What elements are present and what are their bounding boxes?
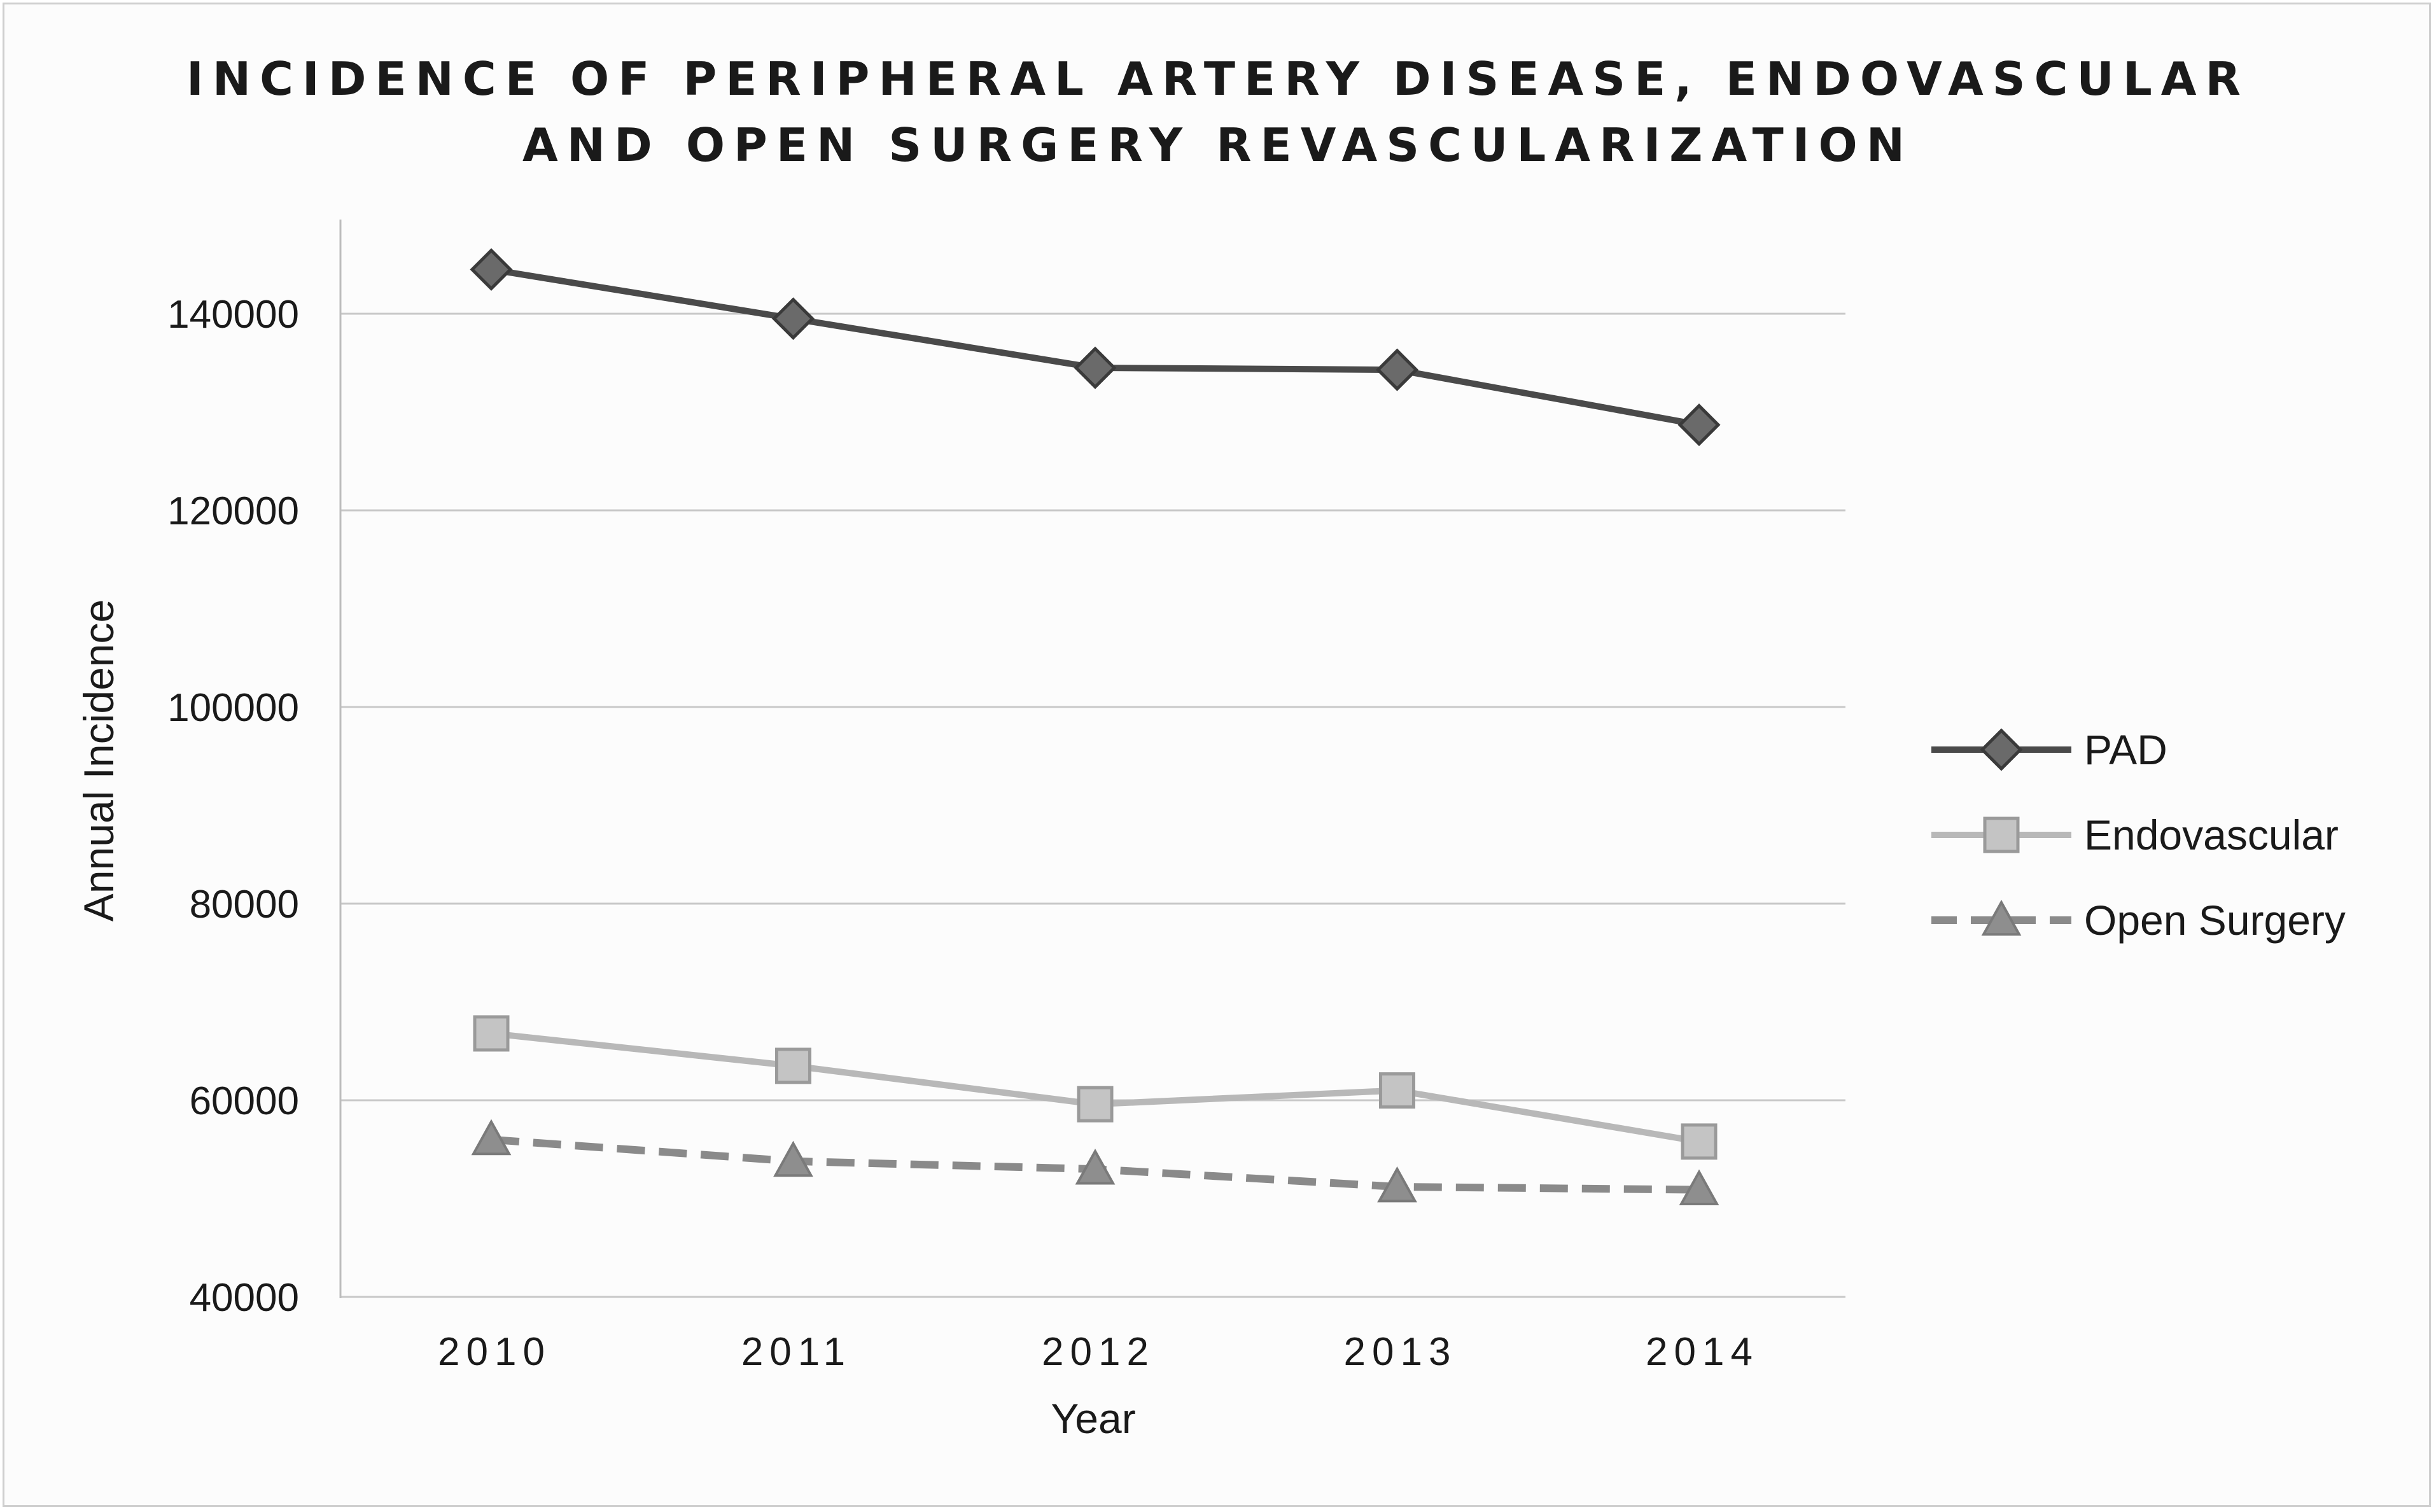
legend-marker-open-surgery [1981,899,2022,936]
data-point-endovascular [775,1047,811,1084]
data-point-pad [1375,348,1419,391]
x-tick-label: 2010 [438,1330,551,1374]
legend: PAD Endovascular Open Surgery [1931,726,2346,944]
data-point-pad [1677,403,1721,447]
chart-frame [3,3,2431,1507]
data-point-open-surgery [773,1140,813,1177]
x-tick-label: 2012 [1042,1330,1155,1374]
y-tick-labels: 40000 60000 80000 100000 120000 140000 [167,293,299,1320]
data-point-open-surgery [1679,1169,1719,1205]
data-point-pad [470,248,513,291]
chart-title-line-2: AND OPEN SURGERY REVASCULARIZATION [522,118,1914,172]
legend-label-open-surgery: Open Surgery [2084,897,2346,944]
series-lines [491,266,1700,1194]
y-tick-label: 60000 [190,1079,299,1123]
data-point-open-surgery [1377,1166,1417,1203]
x-axis-title: Year [1051,1395,1135,1442]
data-point-open-surgery [471,1119,512,1156]
legend-marker-pad [1980,728,2023,771]
data-point-endovascular [1077,1086,1114,1123]
data-point-open-surgery [1075,1149,1116,1185]
x-tick-label: 2011 [741,1330,851,1374]
chart-title-line-1: INCIDENCE OF PERIPHERAL ARTERY DISEASE, … [186,52,2250,106]
data-point-endovascular [1379,1072,1415,1109]
y-tick-label: 140000 [167,293,299,337]
y-tick-label: 40000 [190,1276,299,1320]
legend-label-pad: PAD [2084,726,2167,773]
data-point-endovascular [1681,1123,1718,1160]
x-tick-labels: 2010 2011 2012 2013 2014 [438,1330,1759,1374]
chart-title: INCIDENCE OF PERIPHERAL ARTERY DISEASE, … [0,46,2436,178]
data-point-pad [771,297,815,340]
y-tick-label: 80000 [190,883,299,927]
y-axis-title: Annual Incidence [75,599,122,921]
x-tick-label: 2014 [1646,1330,1759,1374]
data-point-pad [1074,346,1117,389]
gridlines [340,312,1845,1298]
series-markers [470,248,1721,1205]
y-tick-label: 100000 [167,686,299,730]
x-tick-label: 2013 [1344,1330,1457,1374]
legend-label-endovascular: Endovascular [2084,811,2339,858]
y-tick-label: 120000 [167,489,299,533]
legend-marker-endovascular [1983,816,2020,853]
data-point-endovascular [473,1015,510,1052]
